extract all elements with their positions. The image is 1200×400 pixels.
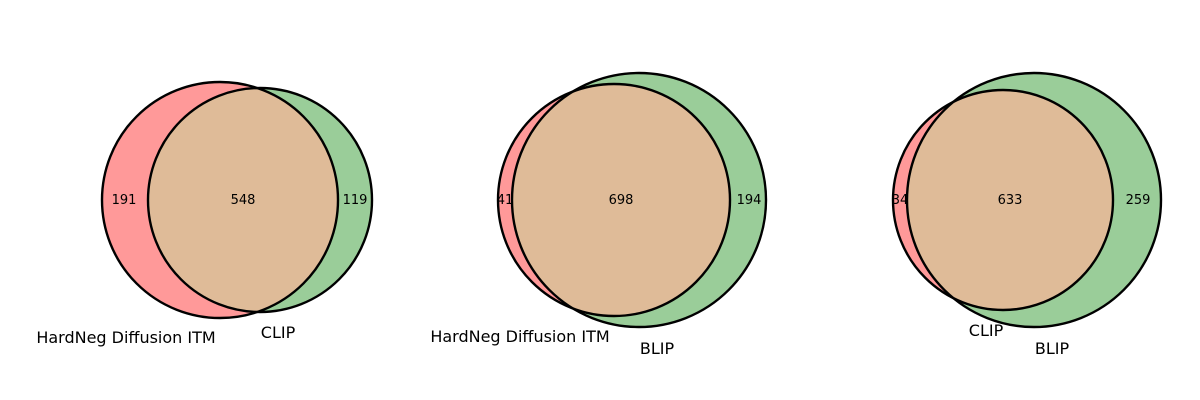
venn-3-set-a-outline <box>891 88 1115 312</box>
venn-1-set-b-label: CLIP <box>261 323 296 342</box>
venn-2-only-b-count: 194 <box>737 193 762 208</box>
venn-2-overlap-region <box>512 84 730 316</box>
venn-3-set-a-label: CLIP <box>969 321 1004 340</box>
venn-diagram-1: 191 548 119 HardNeg Diffusion ITM CLIP <box>36 80 374 347</box>
venn-1-intersection-count: 548 <box>231 193 256 208</box>
venn-1-set-b-outline <box>146 86 374 314</box>
venn-3-intersection-count: 633 <box>998 193 1023 208</box>
venn-1-set-a-outline <box>100 80 340 320</box>
venn-diagram-2: 41 698 194 HardNeg Diffusion ITM BLIP <box>430 71 768 358</box>
venn-3-only-a-count: 34 <box>892 193 909 208</box>
venn-2-intersection-count: 698 <box>609 193 634 208</box>
venn-2-set-a-label: HardNeg Diffusion ITM <box>430 327 609 346</box>
venn-3-set-b-outline <box>905 71 1163 329</box>
venn-3-only-b-count: 259 <box>1126 193 1151 208</box>
venn-2-set-b-label: BLIP <box>640 339 675 358</box>
venn-1-set-a-label: HardNeg Diffusion ITM <box>36 328 215 347</box>
venn-1-overlap-region <box>148 88 338 312</box>
venn-3-set-b-label: BLIP <box>1035 339 1070 358</box>
venn-1-only-a-count: 191 <box>112 193 137 208</box>
venn-2-set-a-outline <box>496 82 732 318</box>
venn-1-only-b-count: 119 <box>343 193 368 208</box>
venn-diagram-3: 34 633 259 CLIP BLIP <box>891 71 1163 358</box>
venn-2-only-a-count: 41 <box>497 193 514 208</box>
venn-2-set-b-outline <box>510 71 768 329</box>
